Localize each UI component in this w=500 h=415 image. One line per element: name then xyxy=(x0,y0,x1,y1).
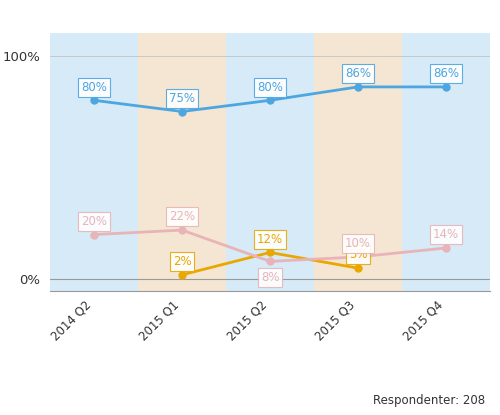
Bar xyxy=(314,33,402,290)
Text: 80%: 80% xyxy=(257,81,283,94)
Bar xyxy=(226,33,314,290)
Text: 80%: 80% xyxy=(81,81,107,94)
Text: 75%: 75% xyxy=(169,92,195,105)
Text: 10%: 10% xyxy=(345,237,371,250)
Bar xyxy=(50,33,138,290)
Text: 14%: 14% xyxy=(433,228,459,241)
Text: 86%: 86% xyxy=(433,67,459,80)
Text: Respondenter: 208: Respondenter: 208 xyxy=(373,394,485,407)
Bar xyxy=(138,33,226,290)
Text: 8%: 8% xyxy=(261,271,279,284)
Text: 22%: 22% xyxy=(169,210,195,223)
Bar xyxy=(402,33,490,290)
Text: 86%: 86% xyxy=(345,67,371,80)
Text: 5%: 5% xyxy=(349,249,367,261)
Text: 20%: 20% xyxy=(81,215,107,228)
Text: 12%: 12% xyxy=(257,233,283,246)
Text: 2%: 2% xyxy=(172,255,192,268)
